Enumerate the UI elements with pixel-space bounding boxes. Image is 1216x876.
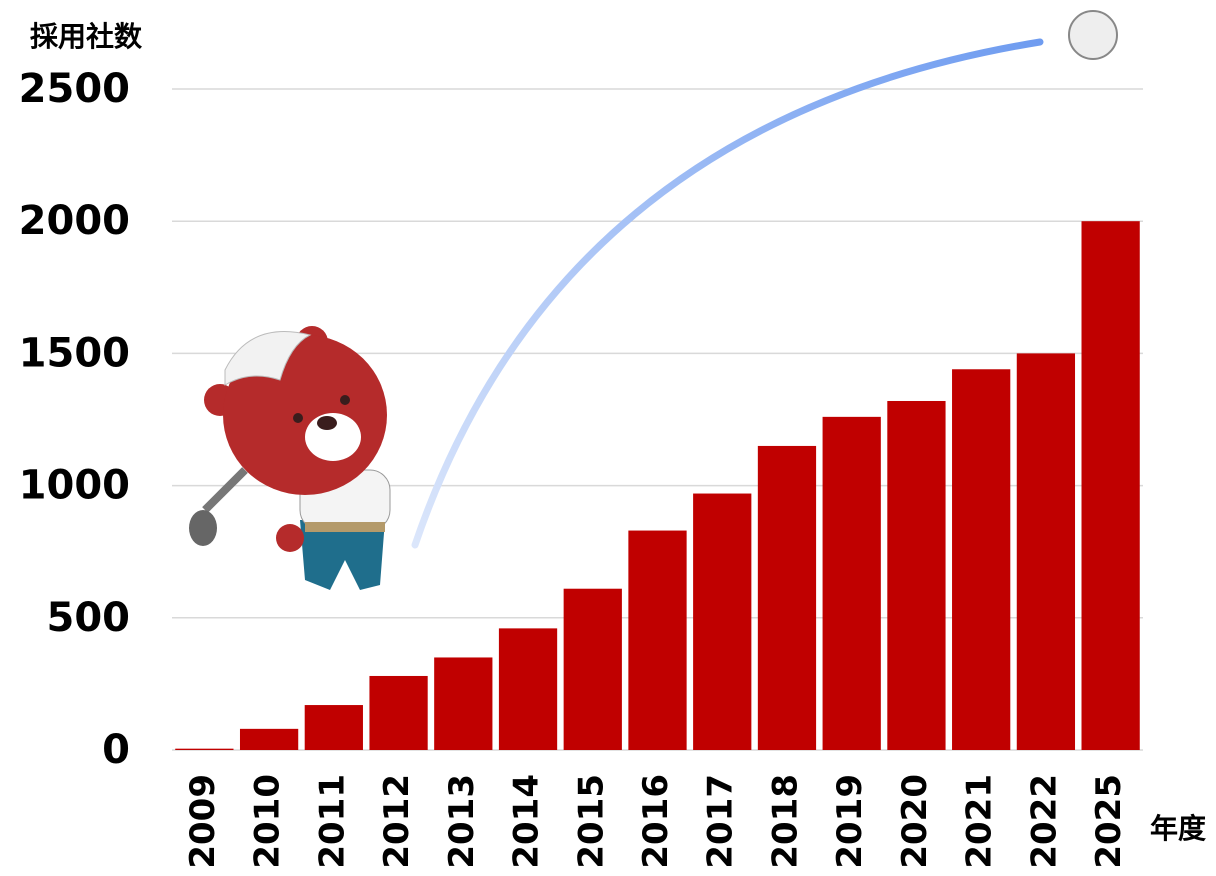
- y-tick-label: 1500: [19, 330, 130, 376]
- bar: [498, 628, 558, 750]
- y-axis-title: 採用社数: [30, 20, 143, 53]
- x-tick-label: 2019: [830, 774, 870, 869]
- bar: [757, 445, 817, 750]
- swing-arc: [411, 38, 1044, 549]
- bar: [175, 748, 234, 750]
- x-tick-label: 2018: [765, 774, 805, 869]
- bar: [563, 588, 622, 750]
- y-tick-label: 0: [102, 727, 130, 773]
- x-tick-label: 2025: [1089, 774, 1129, 869]
- bar: [1016, 353, 1076, 750]
- y-tick-label: 2000: [19, 198, 130, 244]
- bar: [1081, 221, 1140, 750]
- x-tick-label: 2010: [248, 774, 288, 869]
- x-tick-label: 2021: [960, 774, 1000, 869]
- bar: [239, 728, 299, 750]
- bar: [822, 416, 881, 750]
- x-tick-label: 2022: [1024, 774, 1064, 869]
- x-tick-label: 2013: [442, 774, 482, 869]
- plot-area: 0 500 1000 1500 2000 2500 2009 2010 2011 2012 2013…: [19, 66, 1143, 869]
- x-tick-label: 2011: [312, 774, 352, 869]
- x-tick-label: 2014: [507, 774, 547, 869]
- bar: [434, 657, 493, 750]
- bar: [628, 530, 687, 750]
- bar: [693, 493, 752, 750]
- x-axis-title: 年度: [1150, 812, 1206, 845]
- x-tick-label: 2015: [571, 774, 611, 869]
- y-tick-label: 1000: [19, 463, 130, 509]
- y-tick-label: 2500: [19, 66, 130, 112]
- x-tick-label: 2009: [183, 774, 223, 869]
- x-tick-label: 2016: [636, 774, 676, 869]
- bar: [952, 369, 1011, 750]
- x-tick-label: 2012: [377, 774, 417, 869]
- ball: [1068, 10, 1118, 60]
- y-tick-label: 500: [47, 595, 131, 641]
- bar: [369, 675, 428, 750]
- x-tick-label: 2017: [701, 774, 741, 869]
- x-tick-label: 2020: [895, 774, 935, 869]
- bar: [304, 705, 363, 750]
- bear-mascot: [189, 326, 391, 590]
- bar: [887, 400, 946, 750]
